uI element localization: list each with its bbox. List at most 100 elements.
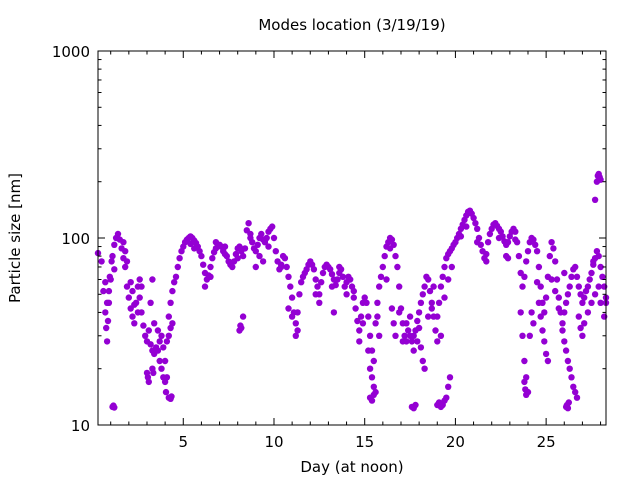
data-point [149, 276, 156, 283]
data-point [370, 391, 377, 398]
data-point [581, 320, 588, 327]
data-point [212, 239, 220, 246]
data-point [519, 283, 526, 290]
data-point [366, 365, 374, 372]
data-point [568, 374, 575, 381]
data-point [288, 313, 296, 320]
data-point [356, 338, 363, 345]
data-point [269, 223, 276, 230]
data-point [530, 236, 537, 243]
data-point [154, 347, 162, 354]
data-point [368, 374, 376, 381]
data-point [312, 276, 319, 283]
data-point [316, 299, 323, 306]
data-point [163, 338, 171, 345]
data-point [252, 263, 259, 271]
data-point [104, 317, 112, 325]
data-point [287, 283, 294, 290]
data-point [207, 263, 214, 271]
data-point [343, 291, 350, 298]
data-point [111, 266, 118, 273]
data-point [125, 294, 132, 301]
data-point [579, 332, 586, 339]
data-point [147, 299, 154, 306]
data-point [486, 230, 494, 238]
data-point [408, 338, 416, 345]
data-point [136, 294, 143, 301]
data-points [94, 170, 610, 412]
data-point [562, 347, 570, 354]
data-point [474, 239, 481, 246]
data-point [131, 320, 138, 327]
data-point [517, 309, 524, 316]
data-point [263, 234, 270, 242]
data-point [561, 269, 568, 277]
data-point [114, 230, 122, 238]
data-point [419, 291, 426, 298]
data-point [350, 287, 357, 295]
data-point [432, 327, 439, 334]
data-point [145, 327, 152, 334]
data-point [406, 313, 414, 320]
data-point [512, 228, 519, 235]
data-point [495, 234, 503, 242]
data-point [136, 276, 143, 283]
data-point [566, 283, 573, 290]
data-point [597, 176, 604, 183]
data-point [298, 279, 305, 286]
data-point [419, 357, 426, 365]
data-point [252, 248, 259, 255]
data-point [191, 245, 198, 252]
data-point [167, 299, 174, 306]
data-point [595, 283, 602, 290]
data-point [200, 261, 207, 268]
data-point [147, 341, 154, 348]
data-point [234, 255, 241, 262]
data-point [522, 386, 529, 393]
data-point [339, 273, 347, 280]
data-point [294, 327, 301, 334]
data-point [374, 313, 381, 320]
data-point [168, 393, 175, 400]
data-point [523, 391, 530, 398]
data-point [356, 327, 363, 334]
data-point [160, 344, 167, 351]
data-point [572, 263, 579, 271]
data-point [437, 332, 445, 339]
data-point [515, 252, 523, 260]
data-point [163, 374, 171, 381]
data-point [109, 252, 116, 260]
axis-ticks: 5 10 15 20 25 10 100 1000 [52, 43, 606, 451]
data-point [434, 338, 441, 345]
data-point [156, 357, 163, 365]
data-point [285, 305, 292, 312]
data-point [229, 263, 236, 271]
data-point [414, 317, 421, 325]
data-point [579, 299, 586, 306]
data-point [328, 271, 336, 278]
data-point [292, 320, 299, 327]
data-point [434, 313, 441, 320]
data-point [379, 263, 386, 271]
data-point [98, 258, 105, 265]
data-point [285, 273, 292, 280]
data-point [196, 248, 203, 255]
data-point [421, 365, 428, 372]
data-point [564, 357, 572, 365]
data-point [588, 269, 595, 277]
data-point [430, 283, 437, 290]
data-point [566, 365, 573, 372]
data-point [327, 266, 334, 273]
data-point [548, 239, 555, 246]
y-tick-label: 1000 [52, 43, 90, 61]
data-point [474, 225, 481, 232]
data-point [103, 324, 110, 332]
data-point [318, 279, 325, 286]
data-point [542, 350, 550, 358]
data-point [388, 236, 396, 243]
data-point [584, 283, 592, 290]
data-point [154, 327, 162, 334]
data-point [296, 291, 303, 298]
data-point [565, 399, 572, 406]
